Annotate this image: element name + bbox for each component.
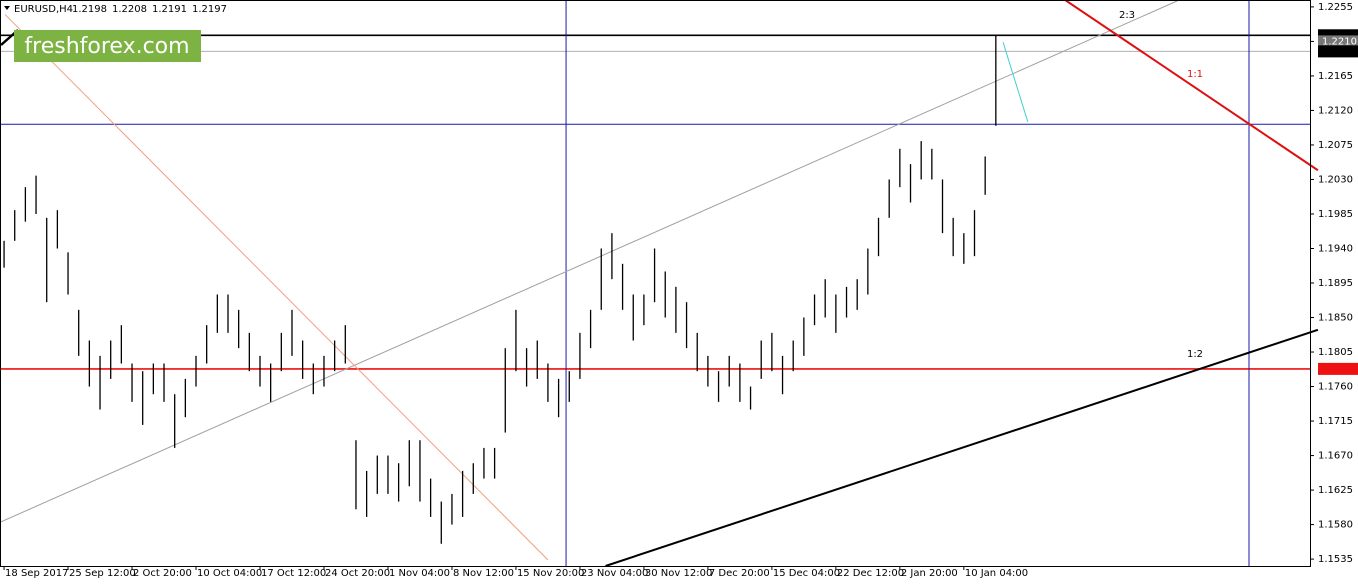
y-tick-label: 1.1940 bbox=[1318, 243, 1353, 254]
x-tick-label: 2 Oct 20:00 bbox=[133, 568, 192, 579]
x-tick-label: 15 Nov 20:00 bbox=[517, 568, 584, 579]
trend-line bbox=[1002, 42, 1029, 123]
header-value: 1.2198 bbox=[72, 4, 107, 15]
price-label-box bbox=[1318, 362, 1358, 375]
y-tick-label: 1.1670 bbox=[1318, 451, 1353, 462]
y-tick-label: 1.1580 bbox=[1318, 520, 1353, 531]
x-tick-label: 22 Dec 12:00 bbox=[837, 568, 904, 579]
annotation: 1:2 bbox=[1187, 349, 1203, 360]
x-tick-label: 24 Oct 20:00 bbox=[325, 568, 390, 579]
y-tick-label: 1.1715 bbox=[1318, 416, 1353, 427]
x-tick-label: 23 Nov 04:00 bbox=[581, 568, 648, 579]
x-tick-label: 7 Dec 20:00 bbox=[709, 568, 770, 579]
header-value: 1.2191 bbox=[152, 4, 187, 15]
trend-line bbox=[605, 328, 1319, 567]
x-tick-label: 17 Oct 12:00 bbox=[261, 568, 326, 579]
symbol: EURUSD,H4 bbox=[14, 4, 73, 15]
price-label-box bbox=[1318, 35, 1358, 48]
x-tick-label: 10 Oct 04:00 bbox=[197, 568, 262, 579]
x-tick-label: 25 Sep 12:00 bbox=[69, 568, 136, 579]
y-tick-label: 1.1805 bbox=[1318, 347, 1353, 358]
y-tick-label: 1.2165 bbox=[1318, 71, 1353, 82]
y-tick-label: 1.2120 bbox=[1318, 105, 1353, 116]
trend-line bbox=[4, 14, 549, 561]
x-tick-label: 8 Nov 12:00 bbox=[453, 568, 514, 579]
trend-line bbox=[0, 0, 1180, 523]
y-tick-label: 1.2075 bbox=[1318, 140, 1353, 151]
x-tick-label: 1 Nov 04:00 bbox=[389, 568, 450, 579]
header-value: 1.2197 bbox=[192, 4, 227, 15]
x-tick-label: 15 Dec 04:00 bbox=[773, 568, 840, 579]
plot-area bbox=[0, 0, 1319, 567]
watermark: freshforex.com bbox=[24, 34, 189, 59]
y-tick-label: 1.1760 bbox=[1318, 382, 1353, 393]
y-tick-label: 1.1985 bbox=[1318, 209, 1353, 220]
header-value: 1.2208 bbox=[112, 4, 147, 15]
annotation: 2:3 bbox=[1119, 10, 1135, 21]
menu-arrow bbox=[4, 6, 10, 10]
y-tick-label: 1.1535 bbox=[1318, 554, 1353, 565]
x-tick-label: 2 Jan 20:00 bbox=[901, 568, 958, 579]
price-label: 1.2210 bbox=[1322, 36, 1357, 47]
annotation: 1:1 bbox=[1187, 69, 1203, 80]
x-tick-label: 30 Nov 12:00 bbox=[645, 568, 712, 579]
y-tick-label: 1.1895 bbox=[1318, 278, 1353, 289]
price-label-box bbox=[1318, 45, 1358, 58]
y-tick-label: 1.1850 bbox=[1318, 313, 1353, 324]
trend-line bbox=[1064, 0, 1319, 172]
y-tick-label: 1.2030 bbox=[1318, 174, 1353, 185]
watermark-box bbox=[14, 30, 201, 62]
x-tick-label: 10 Jan 04:00 bbox=[965, 568, 1028, 579]
x-tick-label: 18 Sep 2017 bbox=[5, 568, 68, 579]
y-tick-label: 1.1625 bbox=[1318, 485, 1353, 496]
y-tick-label: 1.2255 bbox=[1318, 2, 1353, 13]
